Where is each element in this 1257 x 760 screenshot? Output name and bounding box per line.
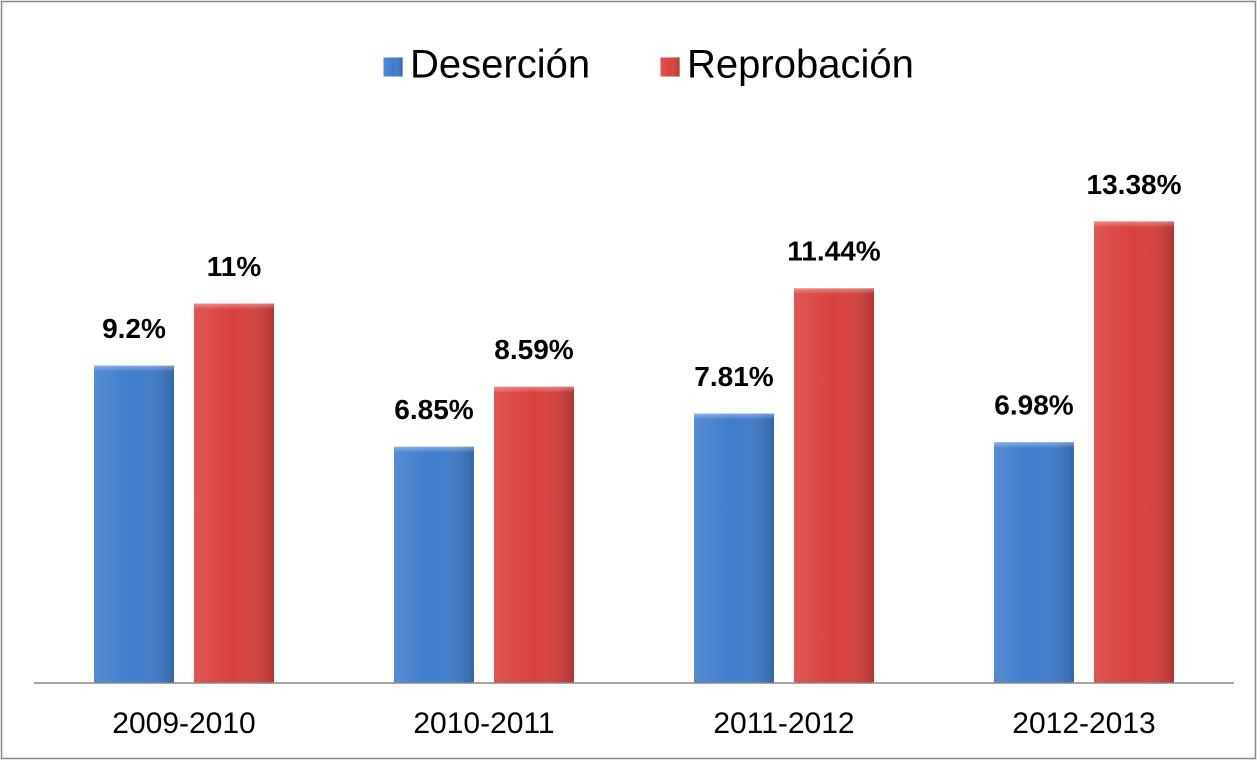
- bar-cap: [994, 442, 1074, 449]
- bar-cap: [94, 365, 174, 372]
- legend-label: Deserción: [410, 43, 590, 87]
- data-label: 8.59%: [494, 334, 573, 365]
- data-label: 13.38%: [1087, 169, 1182, 200]
- bar-shade: [194, 303, 274, 683]
- bar-shade: [394, 446, 474, 683]
- data-label: 9.2%: [102, 313, 166, 344]
- data-label: 6.98%: [994, 390, 1073, 421]
- bar-shade: [94, 365, 174, 683]
- x-tick-label: 2012-2013: [1012, 707, 1155, 740]
- bar-cap: [194, 303, 274, 310]
- x-tick-label: 2009-2010: [112, 707, 255, 740]
- bar-cap: [394, 446, 474, 453]
- legend-swatch-shade: [660, 57, 680, 77]
- bar-cap: [494, 386, 574, 393]
- bar-shade: [694, 413, 774, 683]
- x-tick-label: 2010-2011: [413, 707, 554, 740]
- bar-shade: [994, 442, 1074, 683]
- bar-shade: [494, 386, 574, 683]
- data-label: 11.44%: [787, 236, 881, 267]
- bar-shade: [794, 288, 874, 683]
- legend-label: Reprobación: [687, 43, 914, 87]
- bar-cap: [1094, 221, 1174, 228]
- x-tick-label: 2011-2012: [713, 707, 854, 740]
- bar-cap: [794, 288, 874, 295]
- data-label: 11%: [207, 251, 262, 282]
- legend-swatch-shade: [383, 57, 403, 77]
- data-label: 7.81%: [694, 361, 773, 392]
- data-label: 6.85%: [394, 394, 473, 425]
- bar-shade: [1094, 221, 1174, 683]
- bar-cap: [694, 413, 774, 420]
